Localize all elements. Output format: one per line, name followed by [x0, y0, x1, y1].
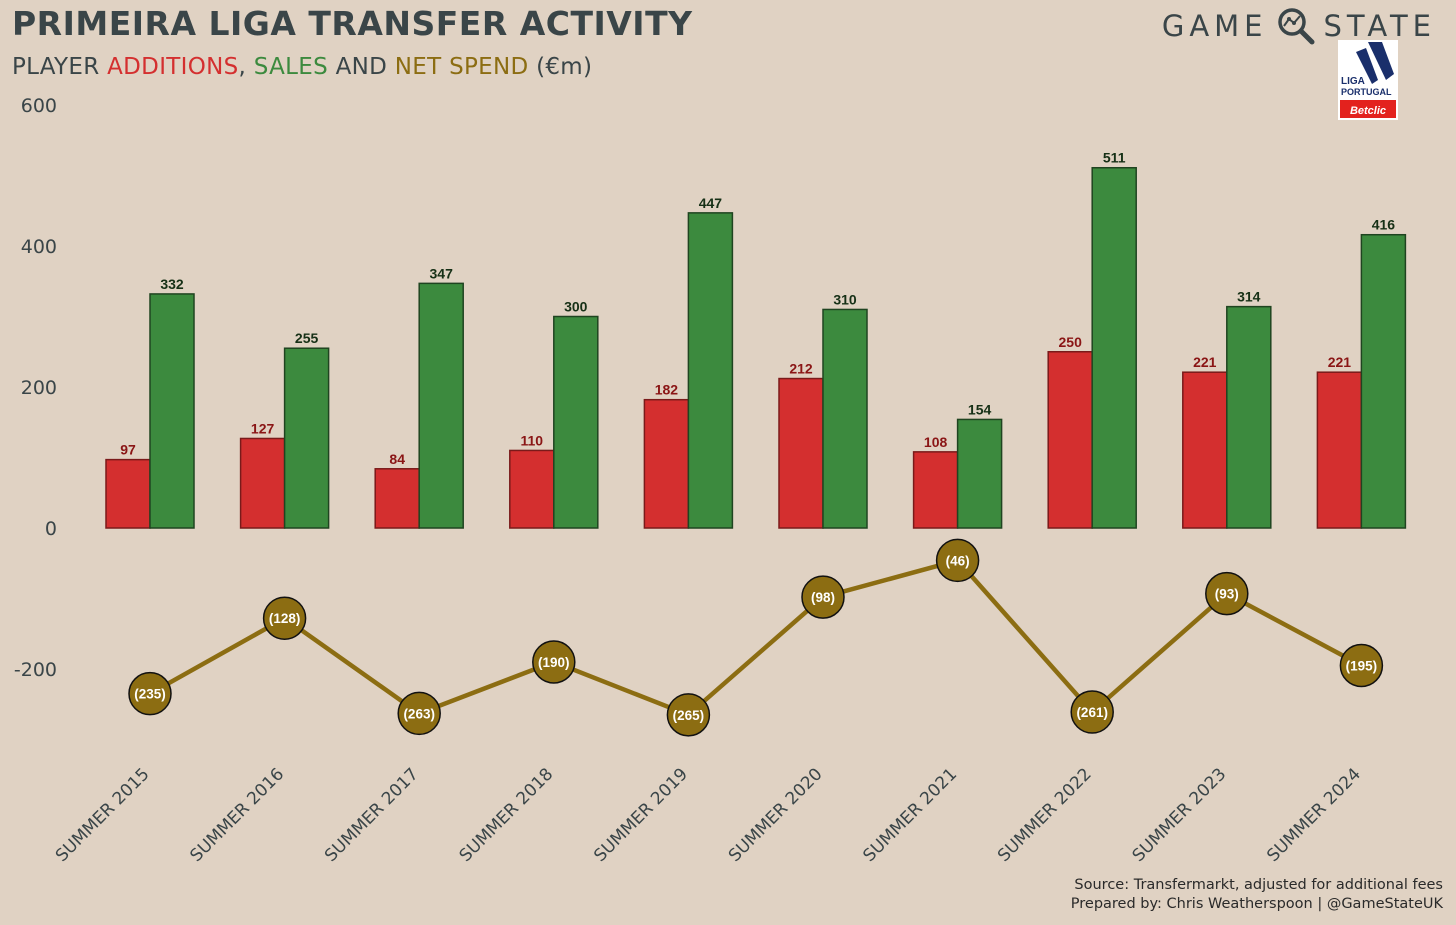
net-spend-point [935, 538, 980, 583]
additions-bar [778, 377, 824, 529]
subtitle-comma: , [238, 54, 254, 80]
magnifier-icon [1277, 8, 1314, 45]
subtitle-unit: (€m) [528, 54, 593, 80]
net-spend-point [1205, 571, 1249, 616]
x-category-label: SUMMER 2023 [1129, 764, 1231, 866]
net-spend-value-label: (265) [673, 708, 705, 723]
additions-value-label: 182 [655, 382, 679, 398]
subtitle-additions: ADDITIONS [107, 54, 239, 80]
prepared-line: Prepared by: Chris Weatherspoon | @GameS… [1070, 896, 1443, 912]
x-category-label: SUMMER 2017 [321, 764, 423, 866]
additions-bar [1182, 371, 1228, 529]
logo-portugal: PORTUGAL [1341, 87, 1392, 97]
net-spend-value-label: (261) [1076, 705, 1108, 720]
net-spend-value-label: (46) [946, 553, 970, 568]
net-spend-value-label: (195) [1346, 658, 1378, 673]
net-spend-point [128, 671, 172, 716]
logo-liga: LIGA [1341, 76, 1365, 87]
sales-bar [822, 308, 868, 529]
net-spend-point [262, 596, 307, 640]
additions-value-label: 84 [389, 451, 405, 467]
net-spend-value-label: (190) [538, 655, 570, 670]
y-tick-label: 200 [21, 377, 57, 399]
sales-value-label: 154 [968, 401, 992, 417]
additions-bar [1316, 371, 1363, 529]
additions-bar [374, 468, 420, 529]
net-spend-value-label: (235) [134, 687, 166, 702]
sales-value-label: 332 [160, 276, 184, 292]
additions-value-label: 108 [924, 434, 948, 450]
additions-value-label: 127 [251, 420, 275, 436]
y-tick-label: 600 [21, 95, 57, 117]
additions-bar [105, 458, 151, 529]
source-line: Source: Transfermarkt, adjusted for addi… [1074, 877, 1443, 893]
additions-bar [509, 449, 555, 529]
net-spend-point [532, 640, 576, 684]
net-spend-value-label: (263) [403, 706, 435, 721]
sales-value-label: 416 [1372, 217, 1396, 233]
x-category-label: SUMMER 2015 [52, 764, 154, 866]
additions-value-label: 250 [1059, 334, 1083, 350]
additions-bar [1047, 351, 1093, 529]
source-note: Source: Transfermarkt, adjusted for addi… [1071, 876, 1443, 914]
sales-bar [956, 418, 1003, 529]
net-spend-line [148, 557, 1363, 718]
net-spend-value-label: (128) [269, 611, 301, 626]
sales-bar [1226, 305, 1272, 529]
liga-portugal-logo: LIGA PORTUGAL Betclic [1338, 40, 1398, 120]
x-category-label: SUMMER 2016 [186, 764, 288, 866]
net-spend-point [1339, 643, 1384, 688]
sales-value-label: 314 [1237, 289, 1261, 305]
net-spend-value-label: (93) [1215, 587, 1239, 602]
net-spend-point [666, 693, 711, 737]
logo-sponsor: Betclic [1350, 105, 1386, 117]
net-spend-point [397, 691, 441, 736]
additions-value-label: 97 [120, 442, 136, 458]
subtitle-net: NET SPEND [394, 54, 529, 80]
sales-bar [687, 212, 734, 529]
sales-bar [149, 293, 195, 529]
game-state-brand: GAME STATE [1162, 6, 1436, 46]
x-category-label: SUMMER 2021 [859, 764, 961, 866]
additions-value-label: 221 [1193, 354, 1217, 370]
sales-value-label: 310 [833, 291, 857, 307]
chart-title: PRIMEIRA LIGA TRANSFER ACTIVITY [12, 4, 693, 43]
sales-value-label: 300 [564, 299, 588, 315]
sales-bar [1091, 166, 1137, 529]
sales-bar [553, 315, 599, 529]
additions-value-label: 212 [789, 361, 813, 377]
sales-bar [1360, 233, 1407, 529]
y-tick-label: 400 [21, 236, 57, 258]
additions-value-label: 110 [521, 432, 544, 448]
sales-value-label: 511 [1103, 150, 1126, 166]
brand-game: GAME [1161, 9, 1268, 43]
sales-bar [283, 347, 330, 529]
subtitle-prefix: PLAYER [12, 54, 108, 80]
sales-value-label: 347 [430, 265, 454, 281]
additions-bar [643, 398, 690, 529]
x-category-label: SUMMER 2020 [725, 764, 827, 866]
additions-bar [239, 437, 286, 529]
subtitle-and: AND [327, 54, 395, 80]
subtitle-sales: SALES [253, 54, 328, 80]
x-category-label: SUMMER 2018 [456, 764, 558, 866]
additions-value-label: 221 [1328, 354, 1352, 370]
sales-value-label: 255 [295, 330, 319, 346]
net-spend-value-label: (98) [811, 590, 835, 605]
x-category-label: SUMMER 2024 [1263, 764, 1365, 866]
x-category-label: SUMMER 2022 [994, 764, 1096, 866]
net-spend-point [801, 575, 845, 619]
brand-state: STATE [1323, 9, 1436, 43]
net-spend-point [1070, 690, 1114, 734]
sales-value-label: 447 [699, 195, 723, 211]
y-tick-label: -200 [14, 659, 57, 681]
additions-bar [912, 451, 959, 529]
chart-subtitle: PLAYER ADDITIONS, SALES AND NET SPEND (€… [12, 54, 592, 80]
y-tick-label: 0 [45, 518, 57, 540]
sales-bar [418, 282, 464, 529]
x-category-label: SUMMER 2019 [590, 764, 692, 866]
